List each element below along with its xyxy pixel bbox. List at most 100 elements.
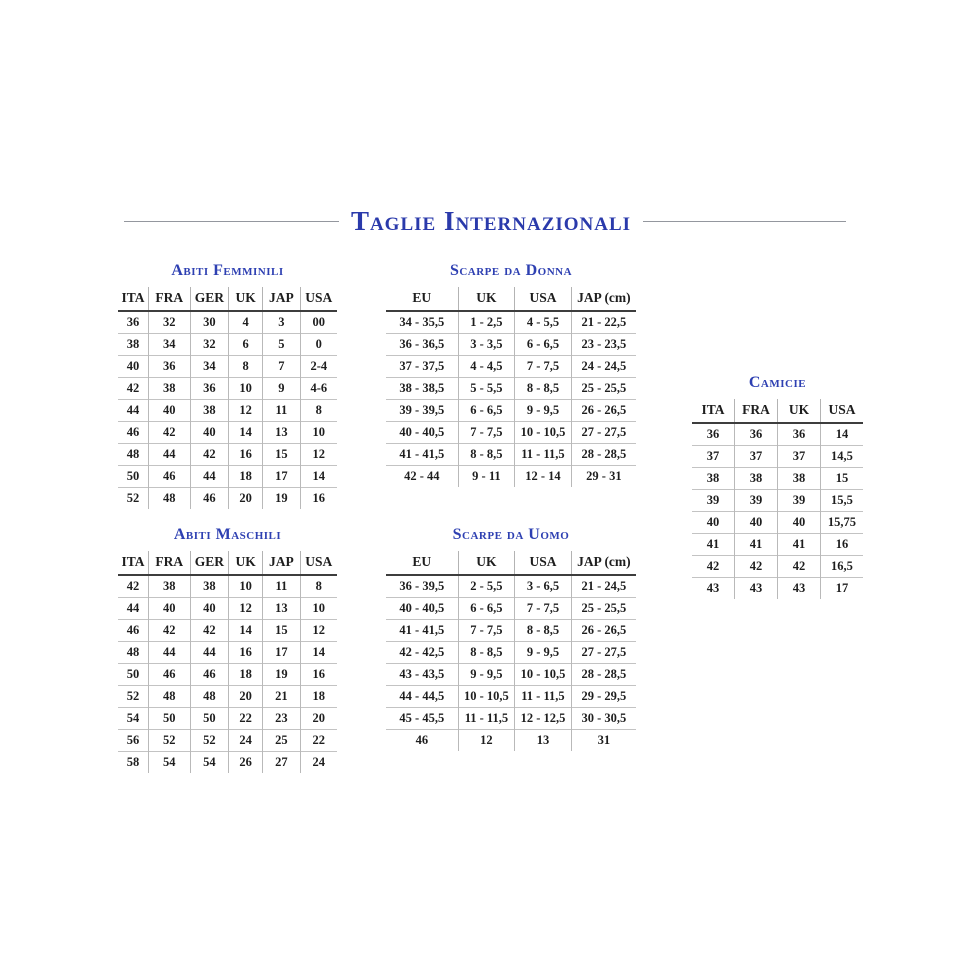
table-cell: 1 - 2,5: [457, 311, 515, 334]
table-cell: 16: [819, 533, 863, 556]
table-cell: 20: [299, 707, 337, 730]
table-cell: 39: [734, 489, 778, 512]
table-cell: 32: [147, 311, 191, 334]
table-cell: 36: [706, 427, 720, 441]
table-row: 42 42 42 16,5: [692, 555, 863, 578]
table-cell: 42 - 42,5: [386, 641, 459, 664]
table-cell: 38: [692, 467, 735, 490]
table-cell: 43: [734, 577, 778, 599]
table-cell: 00: [299, 311, 337, 334]
table-row: 46 12 13 31: [386, 729, 636, 751]
table-cell: 10: [299, 597, 337, 620]
table-cell: 9 - 11: [457, 465, 515, 487]
table-cell: 6 - 6,5: [457, 399, 515, 422]
table-row: 42 38 38 10 11 8: [118, 575, 337, 598]
table-cell: 40 - 40,5: [386, 597, 459, 620]
table-row: 48 44 42 16 15 12: [118, 443, 337, 466]
table-cell: 42: [147, 421, 191, 444]
table-cell: 26: [228, 751, 263, 773]
table-cell: 42: [118, 377, 149, 400]
table-cell: 18: [299, 685, 337, 708]
table-row: 37 - 37,5 4 - 4,5 7 - 7,5 24 - 24,5: [386, 355, 636, 378]
column-header: USA: [514, 551, 572, 576]
table-cell: 6 - 6,5: [514, 333, 572, 356]
table-cell: 43 - 43,5: [386, 663, 459, 686]
table-cell: 36: [147, 355, 191, 378]
section-title: Scarpe da Uomo: [452, 526, 570, 543]
table-cell: 19: [262, 663, 301, 686]
table-cell: 14: [228, 619, 263, 642]
table-cell: 39 - 39,5: [386, 399, 459, 422]
table-cell: 14,5: [819, 445, 863, 468]
table-cell: 39: [776, 489, 821, 512]
table-row: 58 54 54 26 27 24: [118, 751, 337, 773]
table-cell: 17: [819, 577, 863, 599]
table-cell: 9: [262, 377, 301, 400]
table-row: 34 - 35,5 1 - 2,5 4 - 5,5 21 - 22,5: [386, 311, 636, 334]
table-cell: 40: [147, 399, 191, 422]
column-header: ITA: [118, 287, 149, 312]
table-cell: 10: [299, 421, 337, 444]
table-cell: 40: [734, 511, 778, 534]
table-cell: 18: [228, 465, 263, 488]
header-row: EU UK USA JAP (cm): [386, 287, 636, 312]
table-cell: 54: [147, 751, 191, 773]
table-cell: 19: [262, 487, 301, 509]
column-header: GER: [189, 287, 229, 312]
table-cell: 16: [299, 487, 337, 509]
table-cell: 40: [189, 597, 229, 620]
table-cell: 42: [189, 619, 229, 642]
section-title: Camicie: [748, 374, 807, 391]
table-cell: 26 - 26,5: [570, 619, 636, 642]
table-cell: 38: [147, 575, 191, 598]
table-cell: 12: [228, 597, 263, 620]
scarpe-da-uomo-table: EU UK USA JAP (cm) 36 - 39,5 2 - 5,5 3 - 6,5 21…: [386, 551, 636, 751]
column-header: USA: [299, 551, 337, 576]
table-cell: 8: [228, 355, 263, 378]
table-cell: 27: [262, 751, 301, 773]
table-cell: 43: [692, 577, 735, 599]
column-header: USA: [299, 287, 337, 312]
table-cell: 39: [692, 489, 735, 512]
table-cell: 4 - 5,5: [514, 311, 572, 334]
table-cell: 12: [299, 619, 337, 642]
table-cell: 10 - 10,5: [514, 421, 572, 444]
table-cell: 16,5: [819, 555, 863, 578]
table-cell: 40: [189, 421, 229, 444]
table-cell: 38: [147, 377, 191, 400]
table-cell: 36 - 39,5: [399, 579, 445, 593]
table-cell: 48: [118, 641, 149, 664]
table-cell: 27 - 27,5: [570, 641, 636, 664]
page-title: Taglie Internazionali: [350, 206, 632, 236]
table-cell: 3: [262, 311, 301, 334]
section-title: Abiti Femminili: [171, 262, 284, 279]
table-cell: 24: [228, 729, 263, 752]
table-row: 39 - 39,5 6 - 6,5 9 - 9,5 26 - 26,5: [386, 399, 636, 422]
table-cell: 10 - 10,5: [514, 663, 572, 686]
scarpe-da-uomo-section: Scarpe da Uomo EU UK USA JAP (cm) 36 - 39,5 2…: [386, 526, 636, 751]
table-cell: 11: [262, 399, 301, 422]
table-cell: 11: [262, 575, 301, 598]
table-row: 44 - 44,5 10 - 10,5 11 - 11,5 29 - 29,5: [386, 685, 636, 708]
table-cell: 42 - 44: [386, 465, 459, 487]
table-cell: 17: [262, 641, 301, 664]
table-cell: 40: [147, 597, 191, 620]
table-cell: 15: [262, 619, 301, 642]
table-cell: 40: [776, 511, 821, 534]
table-cell: 44: [147, 443, 191, 466]
table-cell: 22: [228, 707, 263, 730]
table-cell: 20: [228, 685, 263, 708]
column-header: JAP (cm): [570, 551, 636, 576]
table-row: 40 36 34 8 7 2-4: [118, 355, 337, 378]
header-row: ITA FRA UK USA: [692, 399, 863, 424]
title-rule-right: [643, 221, 847, 222]
table-cell: 6 - 6,5: [457, 597, 515, 620]
abiti-femminili-section: Abiti Femminili ITA FRA GER UK JAP USA 36 32 30 4…: [118, 262, 337, 509]
abiti-maschili-table: ITA FRA GER UK JAP USA 42 38 38 10 11 8 44 40 40 12 13 10…: [118, 551, 337, 773]
column-header: ITA: [118, 551, 149, 576]
table-row: 36 36 36 14: [692, 423, 863, 446]
abiti-femminili-table: ITA FRA GER UK JAP USA 36 32 30 4 3 00 38 34 32 6 5 0 40 36…: [118, 287, 337, 509]
table-cell: 14: [299, 641, 337, 664]
table-cell: 42: [692, 555, 735, 578]
table-cell: 3 - 3,5: [457, 333, 515, 356]
